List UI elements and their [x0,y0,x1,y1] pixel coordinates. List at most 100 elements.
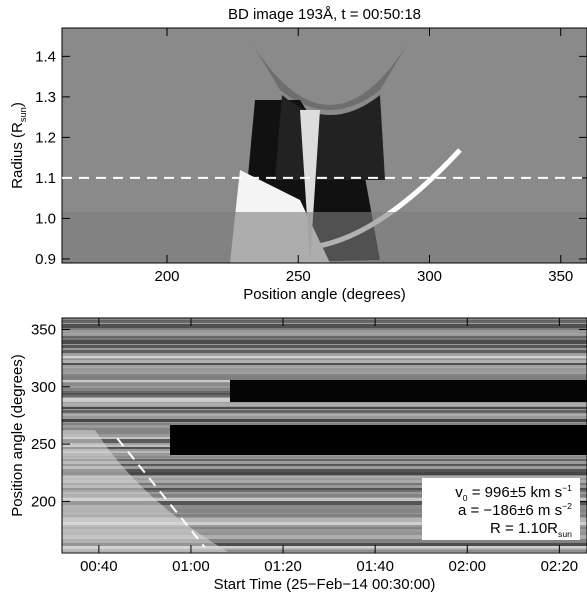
stripe [62,407,587,409]
text-part: v [455,484,463,501]
text-part: sun [18,107,28,122]
stripe [62,550,587,552]
stripe [62,475,587,478]
stripe [62,376,587,380]
stripe [62,548,587,550]
x-tick-label: 01:40 [356,558,394,575]
y-tick-label: 1.0 [35,210,56,227]
stripe [62,535,587,539]
stripe [62,472,587,476]
stripe [62,423,587,425]
stripe [62,324,587,328]
y-tick-label: 1.2 [35,129,56,146]
text-part: Position angle (degrees) [243,286,406,303]
stripe [62,338,587,341]
y-tick-label: 300 [31,379,56,396]
x-tick-label: 02:00 [448,558,486,575]
stripe [62,546,587,549]
stripe [62,466,587,468]
stripe [62,340,587,344]
stripe [62,456,587,458]
text-part: Radius (R [9,122,26,189]
text-part: ) [9,102,26,107]
stripe [62,490,587,492]
stripe [230,380,587,402]
stripe [62,518,587,522]
stripe [62,410,587,413]
stripe [62,514,587,517]
annotation: v0 = 996±5 km s−1 [455,483,572,503]
stripe [62,543,587,546]
stripe [62,509,587,513]
stripe [62,480,587,483]
annotation-box [422,478,580,540]
y-tick-label: 250 [31,436,56,453]
x-tick-label: 02:20 [541,558,579,575]
stripe [62,403,587,406]
stripe [62,483,587,485]
annotation: R = 1.10Rsun [490,520,572,539]
y-tick-label: 1.1 [35,170,56,187]
stripe [62,494,587,497]
stripe [62,365,587,368]
x-tick-label: 01:20 [264,558,302,575]
image-bottom [62,318,587,553]
y-tick-label: 1.4 [35,48,56,65]
fit-line [116,437,206,548]
frame [61,317,587,554]
stripe [62,459,587,461]
text-part: Start Time (25−Feb−14 00:30:00) [214,576,436,593]
y-tick-label: 350 [31,321,56,338]
text-part: −1 [562,483,572,493]
stripe [62,372,587,374]
stripe [62,464,587,466]
text-part: R = 1.10R [490,520,558,537]
stripe [62,505,587,509]
y-axis-label: Radius (Rsun) [9,102,28,189]
stripe [62,469,587,472]
text-part: 0 [463,493,468,503]
x-tick-label: 350 [548,268,573,285]
stripe [62,320,587,323]
text-part: sun [558,529,572,539]
text-part: Position angle (degrees) [9,354,26,517]
stripe [62,527,587,529]
stripe [62,358,587,360]
stripe [62,367,587,370]
stripe [62,333,587,335]
x-tick-label: 300 [417,268,442,285]
x-tick-label: 200 [154,268,179,285]
stripe [62,414,587,416]
stripe [62,360,587,363]
stripe [62,318,587,321]
stripe [62,430,230,553]
text-part: −2 [562,501,572,511]
stripe [62,328,587,330]
stripe [62,374,587,376]
stripe [62,350,587,353]
chart-title: BD image 193Å, t = 00:50:18 [228,6,421,23]
frame [61,27,587,264]
annotation: a = −186±6 m s−2 [458,501,572,519]
y-tick-label: 0.9 [35,251,56,268]
x-tick-label: 01:00 [172,558,210,575]
stripe [62,356,587,359]
x-tick-label: 00:40 [80,558,118,575]
stripe [62,419,587,422]
stripe [62,522,587,525]
stripe [62,354,587,356]
y-tick-label: 1.3 [35,89,56,106]
y-axis-label: Position angle (degrees) [9,354,26,517]
stripe [62,532,587,535]
stripe [62,488,587,490]
x-axis-label: Position angle (degrees) [243,286,406,303]
stripe [62,498,587,501]
stripe [62,539,587,543]
x-tick-label: 250 [286,268,311,285]
image-top [62,28,587,263]
text-part: a = −186±6 m s [458,502,562,519]
stripe [62,345,587,348]
stripe [62,501,587,505]
y-tick-label: 200 [31,493,56,510]
